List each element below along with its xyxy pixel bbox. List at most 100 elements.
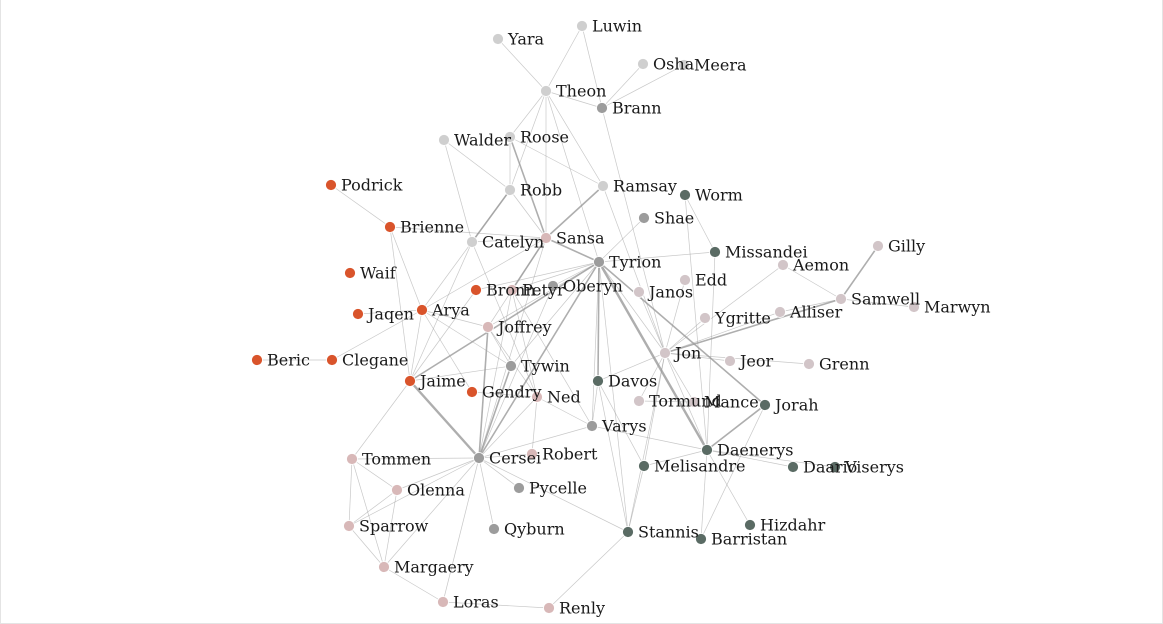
node-roose[interactable] <box>504 131 516 143</box>
edge-robb-arya <box>421 189 511 311</box>
node-jaqen[interactable] <box>352 308 364 320</box>
node-label-edd: Edd <box>695 271 727 290</box>
node-waif[interactable] <box>344 267 356 279</box>
node-janos[interactable] <box>633 286 645 298</box>
node-tywin[interactable] <box>505 360 517 372</box>
edge-daenerys-barristan <box>700 449 708 540</box>
node-grenn[interactable] <box>803 358 815 370</box>
node-ygritte[interactable] <box>699 312 711 324</box>
node-olenna[interactable] <box>391 484 403 496</box>
node-missandei[interactable] <box>709 246 721 258</box>
node-arya[interactable] <box>416 304 428 316</box>
edge-jon-grenn <box>664 352 810 365</box>
node-tormund[interactable] <box>633 395 645 407</box>
edge-meera-brann <box>601 64 685 109</box>
node-robert[interactable] <box>526 448 538 460</box>
node-label-luwin: Luwin <box>592 17 642 36</box>
node-mance[interactable] <box>688 396 700 408</box>
node-loras[interactable] <box>437 596 449 608</box>
node-daenerys[interactable] <box>701 444 713 456</box>
node-sparrow[interactable] <box>343 520 355 532</box>
node-gendry[interactable] <box>466 386 478 398</box>
edge-roose-ramsay <box>509 136 604 187</box>
node-brienne[interactable] <box>384 221 396 233</box>
node-label-catelyn: Catelyn <box>482 233 544 252</box>
node-gilly[interactable] <box>872 240 884 252</box>
node-label-walder: Walder <box>454 131 511 150</box>
node-jaime[interactable] <box>404 375 416 387</box>
node-hizdahr[interactable] <box>744 519 756 531</box>
node-oberyn[interactable] <box>547 280 559 292</box>
node-label-jeor: Jeor <box>738 352 774 371</box>
node-varys[interactable] <box>586 420 598 432</box>
node-robb[interactable] <box>504 184 516 196</box>
edge-jon-tormund <box>638 352 666 402</box>
node-label-mance: Mance <box>704 393 759 412</box>
edge-tyrion-oberyn <box>552 261 600 287</box>
edge-jorah-daenerys <box>706 404 766 451</box>
node-barristan[interactable] <box>695 533 707 545</box>
node-theon[interactable] <box>540 85 552 97</box>
edge-missandei-daenerys <box>706 251 716 451</box>
edge-tyrion-jon <box>598 261 666 354</box>
node-tommen[interactable] <box>346 453 358 465</box>
node-walder[interactable] <box>438 134 450 146</box>
node-shae[interactable] <box>638 212 650 224</box>
node-viserys[interactable] <box>829 461 841 473</box>
node-renly[interactable] <box>543 602 555 614</box>
node-davos[interactable] <box>592 375 604 387</box>
node-melisandre[interactable] <box>638 460 650 472</box>
edge-tywin-cersei <box>478 365 512 459</box>
node-alliser[interactable] <box>774 306 786 318</box>
node-meera[interactable] <box>678 59 690 71</box>
node-marwyn[interactable] <box>908 301 920 313</box>
node-beric[interactable] <box>251 354 263 366</box>
node-label-petyr: Petyr <box>522 281 565 300</box>
node-margaery[interactable] <box>378 561 390 573</box>
node-podrick[interactable] <box>325 179 337 191</box>
edge-jon-daenerys <box>664 352 708 451</box>
edge-jon-melisandre <box>643 352 666 467</box>
node-ned[interactable] <box>531 391 543 403</box>
node-joffrey[interactable] <box>482 321 494 333</box>
node-worm[interactable] <box>679 189 691 201</box>
node-luwin[interactable] <box>576 20 588 32</box>
node-sansa[interactable] <box>540 232 552 244</box>
node-stannis[interactable] <box>622 526 634 538</box>
node-label-robb: Robb <box>520 181 562 200</box>
node-label-qyburn: Qyburn <box>504 520 565 539</box>
node-samwell[interactable] <box>835 293 847 305</box>
node-aemon[interactable] <box>777 259 789 271</box>
node-osha[interactable] <box>637 58 649 70</box>
node-daario[interactable] <box>787 461 799 473</box>
edge-arya-clegane <box>331 309 423 361</box>
node-clegane[interactable] <box>326 354 338 366</box>
node-label-beric: Beric <box>267 351 310 370</box>
node-edd[interactable] <box>679 274 691 286</box>
node-tyrion[interactable] <box>593 256 605 268</box>
edge-theon-ramsay <box>545 90 604 187</box>
node-qyburn[interactable] <box>488 523 500 535</box>
node-label-gilly: Gilly <box>888 237 925 256</box>
node-bronn[interactable] <box>470 284 482 296</box>
node-catelyn[interactable] <box>466 236 478 248</box>
edge-joffrey-tywin <box>487 326 512 367</box>
node-jeor[interactable] <box>724 355 736 367</box>
node-ramsay[interactable] <box>597 180 609 192</box>
node-brann[interactable] <box>596 102 608 114</box>
edge-ramsay-jon <box>602 185 666 354</box>
node-label-worm: Worm <box>695 186 743 205</box>
node-jorah[interactable] <box>759 399 771 411</box>
node-label-viserys: Viserys <box>844 458 904 477</box>
edge-davos-stannis <box>597 380 629 533</box>
node-cersei[interactable] <box>473 452 485 464</box>
node-pycelle[interactable] <box>513 482 525 494</box>
node-label-alliser: Alliser <box>789 303 843 322</box>
node-petyr[interactable] <box>506 284 518 296</box>
node-jon[interactable] <box>659 347 671 359</box>
node-yara[interactable] <box>492 33 504 45</box>
edge-tommen-sparrow <box>348 458 353 527</box>
edge-margaery-loras <box>383 566 444 603</box>
